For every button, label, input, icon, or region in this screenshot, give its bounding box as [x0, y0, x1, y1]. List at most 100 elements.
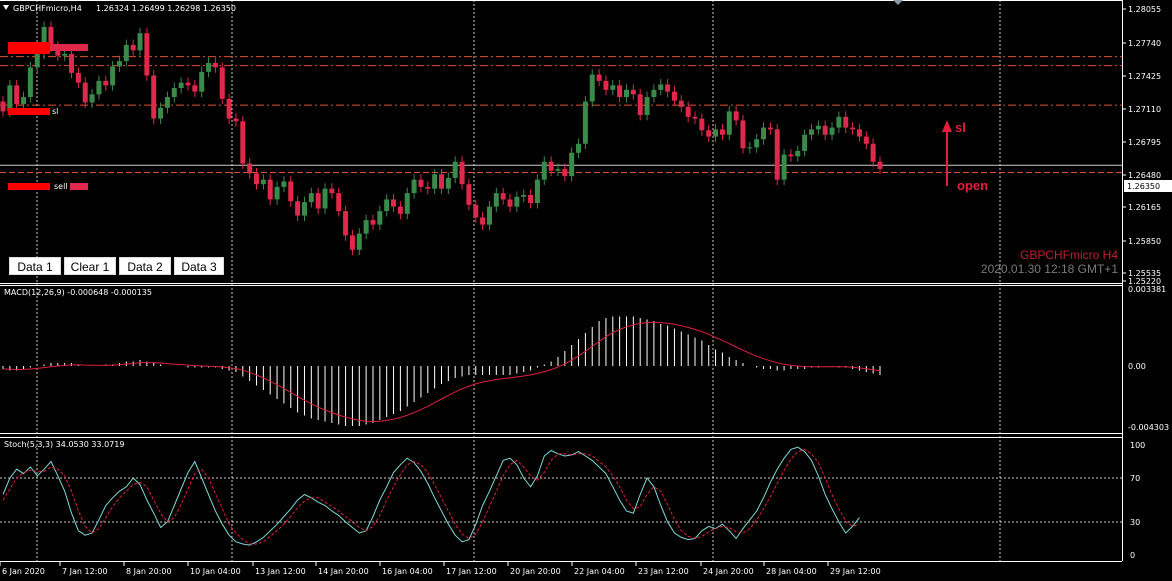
candle-body	[795, 150, 801, 157]
candle-body	[404, 193, 410, 214]
time-tick-label: 29 Jan 12:00	[830, 567, 881, 576]
price-tick-label: 1.27740	[1128, 39, 1161, 48]
candle-body	[685, 106, 691, 117]
candle-body	[548, 161, 554, 171]
candle-body	[528, 194, 534, 204]
candle-body	[836, 116, 842, 128]
data-1-button[interactable]: Data 1	[9, 257, 61, 275]
candle-body	[322, 188, 328, 209]
candle-body	[774, 129, 780, 180]
data-2-button[interactable]: Data 2	[119, 257, 171, 275]
candle-body	[425, 186, 431, 189]
time-tick-label: 8 Jan 20:00	[126, 567, 172, 576]
candle-body	[589, 74, 595, 102]
candle-body	[747, 147, 753, 149]
diamond-icon	[893, 0, 903, 5]
candle-body	[384, 199, 390, 212]
time-tick-label: 14 Jan 20:00	[318, 567, 369, 576]
marker-box-top	[8, 42, 50, 54]
candle-body	[411, 179, 417, 194]
time-tick-label: 22 Jan 04:00	[574, 567, 625, 576]
candle-body	[356, 233, 362, 250]
time-tick-label: 17 Jan 12:00	[446, 567, 497, 576]
candle-body	[808, 129, 814, 135]
marker-box-top2	[50, 44, 88, 51]
candle-body	[82, 82, 88, 103]
candle-body	[466, 184, 472, 205]
candle-body	[637, 94, 643, 115]
candle-body	[719, 129, 725, 135]
trade-markers: sl sell sl open	[8, 0, 988, 193]
candle-body	[658, 84, 664, 90]
candle-body	[596, 74, 602, 81]
time-tick-label: 24 Jan 20:00	[703, 567, 754, 576]
candle-body	[48, 26, 54, 47]
candle-body	[164, 97, 170, 108]
candle-body	[432, 174, 438, 189]
candle-body	[329, 188, 335, 194]
candle-body	[260, 179, 266, 185]
candle-body	[761, 127, 767, 140]
candle-body	[315, 193, 321, 209]
level-lines	[0, 56, 1122, 173]
candle-body	[822, 125, 828, 135]
price-tick-label: 1.26795	[1128, 138, 1161, 147]
candle-body	[281, 181, 287, 187]
stoch-title: Stoch(5,3,3) 34.0530 33.0719	[4, 440, 124, 449]
candle-body	[274, 186, 280, 200]
candle-body	[69, 53, 75, 73]
candle-body	[301, 202, 307, 216]
candle-body	[665, 84, 671, 92]
candle-body	[116, 61, 122, 67]
candle-body	[27, 67, 33, 98]
marker-sell-label: sell	[54, 182, 68, 191]
candle-body	[7, 85, 13, 112]
candle-body	[603, 80, 609, 90]
current-price-box	[1124, 180, 1172, 192]
data-3-button[interactable]: Data 3	[174, 257, 224, 275]
candle-body	[89, 94, 95, 103]
stoch-tick-label: 0	[1130, 551, 1135, 560]
candle-body	[363, 220, 369, 234]
header-ohlc: 1.26324 1.26499 1.26298 1.26350	[96, 4, 236, 13]
candle-body	[617, 85, 623, 98]
stoch-tick-label: 30	[1130, 518, 1140, 527]
panel-frames	[0, 0, 1123, 562]
candle-body	[199, 71, 205, 92]
candle-body	[521, 194, 527, 197]
candle-body	[562, 168, 568, 177]
candle-body	[850, 127, 856, 130]
candle-body	[151, 75, 157, 119]
candle-body	[534, 179, 540, 204]
candle-body	[740, 120, 746, 149]
clear-1-button[interactable]: Clear 1	[64, 257, 116, 275]
candle-body	[678, 100, 684, 107]
candle-body	[541, 161, 547, 180]
candles-series	[0, 21, 883, 256]
stoch-tick-label: 70	[1130, 474, 1140, 483]
candle-body	[137, 33, 143, 51]
candle-body	[445, 177, 451, 189]
time-tick-label: 7 Jan 12:00	[62, 567, 108, 576]
marker-box-sell	[8, 183, 50, 190]
candle-body	[103, 80, 109, 86]
candle-body	[829, 127, 835, 135]
time-tick-label: 13 Jan 12:00	[255, 567, 306, 576]
candle-body	[692, 116, 698, 119]
time-axis: 6 Jan 2020 7 Jan 12:00 8 Jan 20:00 10 Jan 0…	[0, 561, 881, 576]
candle-body	[96, 80, 102, 95]
sl-arrow-icon	[942, 120, 952, 132]
candle-body	[699, 118, 705, 131]
candle-body	[391, 199, 397, 207]
candle-body	[493, 193, 499, 207]
candle-body	[55, 46, 61, 56]
candle-body	[459, 161, 465, 185]
macd-title: MACD(12,26,9) -0.000648 -0.000135	[4, 288, 152, 297]
candle-body	[185, 82, 191, 86]
candle-body	[815, 125, 821, 130]
candle-body	[473, 204, 479, 218]
candle-body	[370, 220, 376, 225]
header-symbol: GBPCHFmicro,H4	[13, 4, 82, 13]
stoch-tick-label: 100	[1130, 441, 1145, 450]
